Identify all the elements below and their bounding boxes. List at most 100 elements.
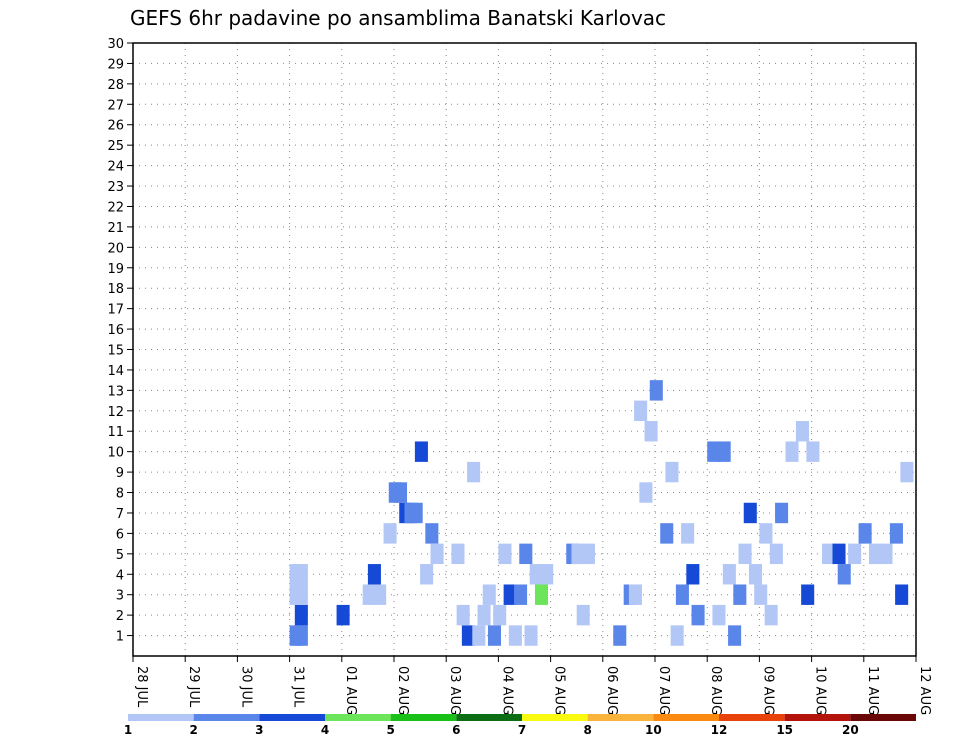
precip-cell	[336, 604, 350, 626]
x-tick-label: 10 AUG	[813, 666, 828, 715]
precip-cell	[717, 441, 731, 462]
precip-cell	[394, 482, 408, 503]
precip-cell	[660, 523, 674, 544]
colorbar-label: 12	[711, 723, 728, 737]
x-tick-label: 12 AUG	[917, 666, 932, 715]
precip-cell	[294, 564, 308, 585]
y-tick-label: 15	[107, 344, 124, 359]
y-tick-label: 25	[107, 139, 124, 154]
y-axis: 1234567891011121314151617181920212223242…	[107, 37, 133, 645]
y-tick-label: 29	[107, 57, 124, 72]
precip-cell	[748, 564, 763, 585]
precip-cell	[294, 584, 308, 605]
y-tick-label: 21	[107, 221, 124, 236]
precip-cell	[837, 564, 851, 585]
colorbar-swatch	[456, 714, 522, 721]
y-tick-label: 17	[107, 303, 124, 318]
precip-cell	[743, 502, 757, 524]
precip-cell	[806, 441, 820, 462]
precip-cell	[430, 543, 444, 565]
precip-cell	[514, 584, 528, 605]
y-tick-label: 2	[116, 609, 124, 624]
precip-cell	[467, 461, 481, 483]
x-tick-label: 29 JUL	[186, 666, 201, 708]
y-tick-label: 22	[107, 200, 124, 215]
precip-cell	[294, 625, 308, 646]
precip-cell	[712, 604, 726, 626]
precip-cell	[889, 523, 903, 544]
x-tick-label: 07 AUG	[656, 666, 671, 715]
colorbar-legend: 1 2 3 4 5 6 7 8 10 12 15 20	[124, 714, 916, 737]
y-tick-label: 1	[116, 630, 124, 645]
precip-cell	[733, 584, 747, 605]
colorbar-label: 2	[189, 723, 197, 737]
colorbar-swatch	[719, 714, 785, 721]
y-tick-label: 13	[107, 384, 124, 399]
y-tick-label: 4	[116, 568, 124, 583]
precip-cell	[775, 502, 789, 524]
precip-cell	[675, 584, 689, 605]
precip-cell	[858, 523, 872, 544]
y-tick-label: 10	[107, 446, 124, 461]
colorbar-label: 7	[518, 723, 526, 737]
precip-cell	[707, 441, 721, 462]
x-tick-label: 31 JUL	[291, 666, 306, 708]
y-tick-label: 26	[107, 119, 124, 134]
colorbar-swatch	[850, 714, 916, 721]
precip-cell	[534, 584, 548, 605]
precip-cell	[832, 543, 846, 565]
x-tick-label: 05 AUG	[552, 666, 567, 715]
y-tick-label: 14	[107, 364, 124, 379]
precip-cell	[362, 584, 376, 605]
y-tick-label: 30	[107, 37, 124, 52]
precip-cell	[759, 523, 773, 544]
x-tick-label: 30 JUL	[238, 666, 253, 708]
precip-cell	[649, 380, 663, 401]
precip-cell	[785, 441, 799, 462]
precip-cell	[540, 564, 554, 585]
precip-cell	[681, 523, 695, 544]
x-tick-label: 11 AUG	[865, 666, 880, 715]
precip-cell	[508, 625, 522, 646]
precip-cell	[367, 564, 381, 585]
y-tick-label: 19	[107, 262, 124, 277]
precip-cell	[493, 604, 507, 626]
x-tick-label: 09 AUG	[760, 666, 775, 715]
colorbar-label: 8	[583, 723, 591, 737]
y-tick-label: 20	[107, 241, 124, 256]
precip-cell	[456, 604, 470, 626]
precip-cell	[795, 421, 809, 442]
precip-cell	[639, 482, 653, 503]
colorbar-label: 10	[645, 723, 662, 737]
y-tick-label: 8	[116, 487, 124, 502]
precip-cell	[451, 543, 465, 565]
colorbar-swatch	[587, 714, 654, 721]
precip-cell	[670, 625, 684, 646]
colorbar-label: 5	[386, 723, 394, 737]
colorbar-swatch	[390, 714, 457, 721]
colorbar-label: 6	[452, 723, 460, 737]
precip-cell	[628, 584, 642, 605]
precip-cell	[425, 523, 439, 544]
y-tick-label: 23	[107, 180, 124, 195]
x-tick-label: 02 AUG	[395, 666, 410, 715]
y-tick-label: 16	[107, 323, 124, 338]
colorbar-swatch	[259, 714, 325, 721]
precip-cell	[754, 584, 768, 605]
colorbar-swatch	[128, 714, 194, 721]
y-tick-label: 12	[107, 405, 124, 420]
colorbar-label: 4	[321, 723, 329, 737]
precip-cell	[764, 604, 778, 626]
y-tick-label: 6	[116, 527, 124, 542]
y-tick-label: 24	[107, 160, 124, 175]
y-tick-label: 5	[116, 548, 124, 563]
precip-cell	[571, 543, 585, 565]
precip-cell	[644, 421, 658, 442]
precip-cell	[498, 543, 512, 565]
precip-cell	[879, 543, 893, 565]
precip-cell	[869, 543, 883, 565]
precip-cell	[373, 584, 387, 605]
precip-cell	[848, 543, 862, 565]
colorbar-swatch	[522, 714, 588, 721]
precip-cell	[414, 441, 428, 462]
